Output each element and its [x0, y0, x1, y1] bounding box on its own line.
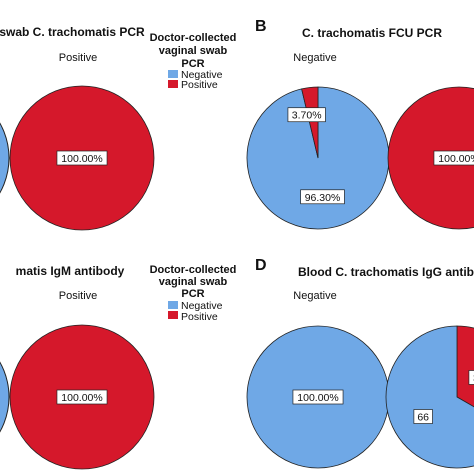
- panel-a: swab C. trachomatis PCR Positive 100.00%…: [0, 25, 237, 231]
- panel-a-pie-label-box-0: [56, 150, 108, 166]
- panel-c-left-cut-pie: [0, 361, 10, 433]
- panel-d-pie-2-slice-negative: [385, 325, 474, 469]
- panel-d-pie-1-label-0: 100.00%: [297, 392, 338, 404]
- panel-c-legend-swatch-negative: [168, 301, 178, 309]
- panel-b-pie-2-label-box-0: [433, 150, 474, 166]
- panel-b-pie-2-label-0: 100.00%: [438, 153, 474, 165]
- panel-b-letter: B: [255, 18, 267, 35]
- panel-b-pie-2: 100.00%: [387, 86, 474, 230]
- panel-c-legend-title-line-2: vaginal swab: [159, 276, 228, 288]
- panel-d: D Blood C. trachomatis IgG antibody Nega…: [246, 257, 474, 469]
- panel-d-letter: D: [255, 257, 267, 274]
- panel-a-legend-swatch-negative: [168, 70, 178, 78]
- panel-b-pie-1-label-1: 3.70%: [292, 110, 322, 122]
- panel-a-title: swab C. trachomatis PCR: [0, 25, 145, 39]
- panel-d-pie-2-label-box-0: [468, 370, 474, 385]
- panel-c-left-cut-pie-slice: [0, 361, 10, 433]
- panel-a-pie: 100.00%: [9, 85, 155, 231]
- panel-b-pie-1-label-0: 96.30%: [305, 192, 341, 204]
- panel-a-legend-title-line-2: vaginal swab: [159, 45, 228, 57]
- panel-c-title: matis IgM antibody: [16, 264, 125, 278]
- panel-c: matis IgM antibody Positive 100.00% Doct…: [9, 264, 237, 470]
- panel-c-pie-header: Positive: [59, 290, 98, 302]
- panel-a-legend-label-positive: Positive: [181, 79, 218, 91]
- panel-a-pie-label-0: 100.00%: [61, 153, 102, 165]
- panel-c-pie: 100.00%: [9, 324, 155, 470]
- panel-b-pie-1-slice-positive: [301, 86, 319, 159]
- panel-a-legend-swatch-positive: [168, 80, 178, 88]
- panel-b-pie-1-label-box-1: [287, 107, 326, 123]
- panel-d-pie-2-slice-positive: [456, 325, 474, 408]
- panel-d-pie-1-header: Negative: [293, 290, 336, 302]
- panel-a-legend-title-line-1: Doctor-collected: [150, 32, 237, 44]
- panel-c-legend-title-line-1: Doctor-collected: [150, 264, 237, 276]
- panel-d-pie-2-label-box-1: [413, 409, 433, 424]
- panel-a-left-cut-pie-slice: [0, 122, 10, 194]
- panel-d-pie-1-label-box-0: [292, 389, 344, 405]
- panel-b-title: C. trachomatis FCU PCR: [302, 26, 442, 40]
- panel-a-legend: Doctor-collected vaginal swab PCR Negati…: [150, 32, 237, 91]
- panel-d-pie-2: 33.33%66: [385, 325, 474, 469]
- panel-a-left-cut-pie: [0, 122, 10, 194]
- panel-c-pie-label-0: 100.00%: [61, 392, 102, 404]
- panel-c-legend-title-line-3: PCR: [181, 288, 204, 300]
- panel-c-legend-label-negative: Negative: [181, 300, 223, 312]
- panel-c-legend: Doctor-collected vaginal swab PCR Negati…: [150, 264, 237, 323]
- panel-d-title: Blood C. trachomatis IgG antibody: [298, 265, 474, 279]
- panel-a-pie-header: Positive: [59, 52, 98, 64]
- panel-b-pie-1-label-box-0: [300, 189, 345, 205]
- panel-c-legend-swatch-positive: [168, 311, 178, 319]
- panel-d-pie-1: 100.00%: [246, 325, 390, 469]
- panel-b-pie-1-header: Negative: [293, 52, 336, 64]
- panel-d-pie-2-label-1: 66: [417, 412, 429, 424]
- panel-b-pie-2-slice-positive: [387, 86, 474, 230]
- panel-a-legend-title-line-3: PCR: [181, 58, 204, 70]
- panel-c-pie-label-box-0: [56, 389, 108, 405]
- panel-b: B C. trachomatis FCU PCR Negative 96.30%…: [246, 18, 474, 230]
- panel-a-legend-label-negative: Negative: [181, 69, 223, 81]
- panel-b-pie-1: 96.30% 3.70%: [246, 86, 390, 230]
- panel-c-legend-label-positive: Positive: [181, 311, 218, 323]
